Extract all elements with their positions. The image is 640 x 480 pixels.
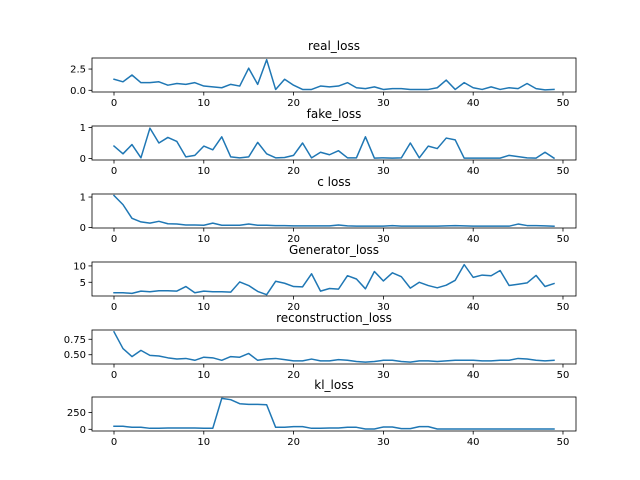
series-line	[112, 194, 555, 227]
x-tick-label: 40	[467, 302, 480, 313]
x-tick-label: 50	[557, 98, 570, 109]
axes-frame	[91, 125, 577, 161]
y-tick-label: 250	[67, 408, 86, 419]
axes-frame	[91, 396, 577, 432]
axes-frame	[91, 329, 577, 365]
x-tick-label: 10	[197, 437, 210, 448]
series-line	[113, 58, 555, 91]
subplot-1: 0 10 20 30 40 50 0.0 2.5 real_loss	[70, 39, 577, 109]
y-tick-label: 10	[73, 261, 86, 272]
subplot-6: 0 10 20 30 40 50 0 250 kl_loss	[67, 378, 577, 448]
series-line	[112, 330, 555, 363]
x-tick-label: 20	[287, 302, 300, 313]
y-tick-label: 0.0	[70, 86, 86, 97]
y-tick-label: 1	[80, 123, 86, 134]
x-tick-label: 0	[111, 234, 117, 245]
axes-frame	[91, 193, 577, 229]
x-tick-label: 50	[557, 437, 570, 448]
x-tick-label: 50	[557, 234, 570, 245]
subplot-title: real_loss	[308, 39, 360, 53]
subplot-3: 0 10 20 30 40 50 0 1 c loss	[80, 175, 577, 245]
x-tick-label: 40	[467, 166, 480, 177]
x-tick-label: 10	[197, 98, 210, 109]
x-tick-label: 0	[111, 370, 117, 381]
x-tick-label: 30	[377, 234, 390, 245]
axes-frame	[91, 57, 577, 93]
x-tick-label: 50	[557, 166, 570, 177]
x-tick-label: 30	[377, 370, 390, 381]
x-tick-label: 30	[377, 166, 390, 177]
subplot-title: kl_loss	[314, 378, 353, 392]
subplot-title: fake_loss	[307, 107, 362, 121]
y-tick-label: 2.5	[70, 65, 86, 76]
subplot-4: 0 10 20 30 40 50 5 10 Generator_loss	[73, 243, 577, 313]
x-tick-label: 20	[287, 98, 300, 109]
x-tick-label: 0	[111, 166, 117, 177]
subplot-title: reconstruction_loss	[276, 311, 392, 325]
series-line	[112, 127, 556, 160]
x-tick-label: 50	[557, 370, 570, 381]
y-tick-label: 1	[80, 193, 86, 204]
x-tick-label: 0	[111, 98, 117, 109]
x-tick-label: 40	[467, 234, 480, 245]
subplot-title: Generator_loss	[289, 243, 379, 257]
x-tick-label: 0	[111, 302, 117, 313]
x-tick-label: 40	[467, 437, 480, 448]
axes-frame	[91, 261, 577, 297]
y-tick-label: 0	[80, 223, 86, 234]
x-tick-label: 30	[377, 302, 390, 313]
x-tick-label: 20	[287, 166, 300, 177]
x-tick-label: 10	[197, 370, 210, 381]
x-tick-label: 20	[287, 437, 300, 448]
x-tick-label: 20	[287, 234, 300, 245]
x-tick-label: 10	[197, 166, 210, 177]
x-tick-label: 40	[467, 98, 480, 109]
x-tick-label: 20	[287, 370, 300, 381]
x-tick-label: 50	[557, 302, 570, 313]
series-line	[113, 263, 555, 296]
y-tick-label: 0.75	[64, 335, 86, 346]
x-tick-label: 10	[197, 302, 210, 313]
x-tick-label: 30	[377, 98, 390, 109]
x-tick-label: 30	[377, 437, 390, 448]
x-tick-label: 10	[197, 234, 210, 245]
subplot-title: c loss	[317, 175, 351, 189]
y-tick-label: 0	[80, 154, 86, 165]
x-tick-label: 40	[467, 370, 480, 381]
y-tick-label: 5	[80, 278, 86, 289]
y-tick-label: 0	[80, 425, 86, 436]
subplot-2: 0 10 20 30 40 50 0 1 fake_loss	[80, 107, 577, 177]
x-tick-label: 0	[111, 437, 117, 448]
subplot-5: 0 10 20 30 40 50 0.50 0.75 reconstruction_loss	[64, 311, 577, 381]
y-tick-label: 0.50	[64, 350, 86, 361]
series-line	[113, 397, 555, 430]
